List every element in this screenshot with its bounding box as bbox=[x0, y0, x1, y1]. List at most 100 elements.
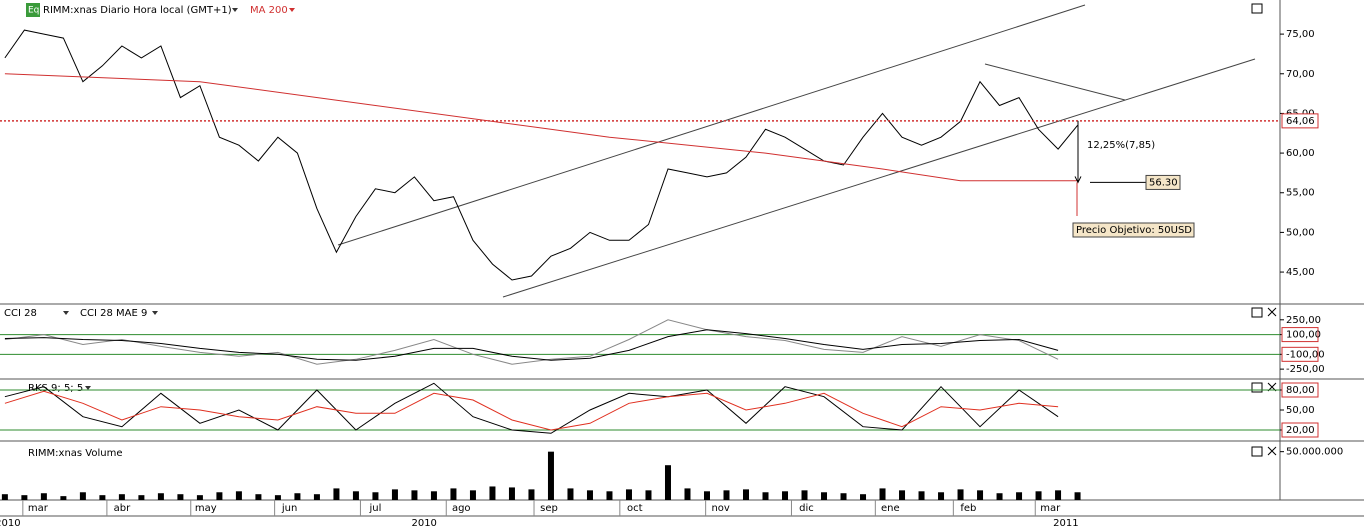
volume-bar bbox=[333, 488, 340, 500]
volume-bar bbox=[313, 494, 320, 500]
x-tick-label: mar bbox=[1040, 503, 1061, 514]
x-tick-label: oct bbox=[627, 503, 643, 514]
volume-bar bbox=[118, 494, 125, 500]
x-tick-label: dic bbox=[799, 503, 814, 514]
series-line bbox=[4, 319, 1059, 365]
trend-line bbox=[337, 4, 1086, 246]
x-tick-label: jun bbox=[281, 503, 297, 514]
y-tick-label: 100,00 bbox=[1286, 330, 1321, 341]
y-tick-label: 250,00 bbox=[1286, 315, 1321, 326]
volume-bar bbox=[372, 492, 379, 500]
x-tick-label: ago bbox=[452, 503, 471, 514]
dropdown[interactable] bbox=[152, 311, 158, 315]
volume-bar bbox=[567, 488, 574, 500]
x-tick-label: jul bbox=[368, 503, 381, 514]
volume-bar bbox=[274, 495, 281, 500]
close[interactable] bbox=[1267, 446, 1277, 456]
volume-bar bbox=[196, 495, 203, 500]
close[interactable] bbox=[1267, 307, 1277, 317]
trend-line bbox=[502, 58, 1256, 298]
tick-box bbox=[1281, 327, 1319, 343]
volume-bar bbox=[60, 496, 67, 500]
volume-bar bbox=[957, 489, 964, 500]
dropdown[interactable] bbox=[289, 8, 295, 12]
legend-cci[interactable]: CCI 28 bbox=[4, 308, 37, 319]
volume-bar bbox=[508, 487, 515, 500]
price-label: 64,06 bbox=[1286, 116, 1315, 127]
year-label: 2010 bbox=[411, 518, 436, 529]
volume-bar bbox=[879, 488, 886, 500]
volume-bar bbox=[938, 492, 945, 500]
eq-icon[interactable] bbox=[26, 3, 40, 17]
tick-box bbox=[1281, 382, 1319, 398]
dropdown[interactable] bbox=[85, 386, 91, 390]
dropdown[interactable] bbox=[63, 311, 69, 315]
y-tick-label: 50.000.000 bbox=[1286, 447, 1343, 458]
y-tick-label: -250,00 bbox=[1286, 364, 1325, 375]
dropdown-icons bbox=[63, 8, 295, 390]
volume-bar bbox=[177, 494, 184, 500]
volume-bar bbox=[743, 489, 750, 500]
dropdown[interactable] bbox=[232, 8, 238, 12]
volume-bar bbox=[450, 488, 457, 500]
series-line bbox=[4, 29, 1078, 281]
volume-bar bbox=[216, 492, 223, 500]
year-label: 2010 bbox=[0, 518, 21, 529]
volume-bar bbox=[489, 486, 496, 500]
volume-bar bbox=[586, 490, 593, 500]
volume-bar bbox=[21, 495, 28, 500]
panel-title[interactable]: RKS 9; 5; 5 bbox=[28, 383, 83, 394]
y-tick-label: 80,00 bbox=[1286, 385, 1315, 396]
y-tick-label: 45,00 bbox=[1286, 267, 1315, 278]
x-tick-label: ene bbox=[881, 503, 900, 514]
legend-cci-mae[interactable]: CCI 28 MAE 9 bbox=[80, 308, 147, 319]
volume-bar bbox=[1055, 490, 1062, 500]
volume-bar bbox=[821, 492, 828, 500]
panel-title[interactable]: RIMM:xnas Volume bbox=[28, 448, 123, 459]
volume-bar bbox=[1074, 492, 1081, 500]
y-tick-label: 20,00 bbox=[1286, 425, 1315, 436]
volume-bar bbox=[762, 492, 769, 500]
volume-bar bbox=[255, 494, 262, 500]
volume-bar bbox=[99, 495, 106, 500]
volume-bar bbox=[684, 488, 691, 500]
volume-bar bbox=[606, 491, 613, 500]
volume-bar bbox=[899, 490, 906, 500]
volume-bar bbox=[625, 489, 632, 500]
volume-bar bbox=[977, 490, 984, 500]
volume-bar bbox=[1035, 491, 1042, 500]
volume-bar bbox=[157, 493, 164, 500]
y-tick-label: 50,00 bbox=[1286, 405, 1315, 416]
y-tick-label: -100,00 bbox=[1286, 349, 1325, 360]
volume-bar bbox=[996, 493, 1003, 500]
trend-line bbox=[984, 63, 1126, 101]
maximize[interactable] bbox=[1251, 382, 1263, 393]
volume-bar bbox=[352, 491, 359, 500]
y-tick-label: 75,00 bbox=[1286, 29, 1315, 40]
volume-bar bbox=[723, 490, 730, 500]
year-label: 2011 bbox=[1053, 518, 1078, 529]
legend-ma[interactable]: MA 200 bbox=[250, 5, 288, 16]
maximize[interactable] bbox=[1251, 307, 1263, 318]
y-tick-label: 55,00 bbox=[1286, 188, 1315, 199]
maximize[interactable] bbox=[1251, 3, 1263, 14]
volume-bar bbox=[469, 490, 476, 500]
annotation-box bbox=[1072, 222, 1195, 238]
volume-bar bbox=[79, 492, 86, 500]
volume-bar bbox=[547, 451, 554, 500]
volume-bar bbox=[918, 491, 925, 500]
volume-bar bbox=[801, 490, 808, 500]
volume-bar bbox=[664, 465, 671, 500]
volume-bar bbox=[430, 491, 437, 500]
x-tick-label: may bbox=[195, 503, 217, 514]
x-tick-label: abr bbox=[114, 503, 131, 514]
volume-bar bbox=[782, 491, 789, 500]
volume-bar bbox=[294, 493, 301, 500]
volume-bar bbox=[528, 489, 535, 500]
maximize[interactable] bbox=[1251, 446, 1263, 457]
eq-icon-text: Eq bbox=[28, 6, 39, 16]
target-label: 56.30 bbox=[1149, 177, 1178, 188]
series-line bbox=[4, 390, 1059, 431]
